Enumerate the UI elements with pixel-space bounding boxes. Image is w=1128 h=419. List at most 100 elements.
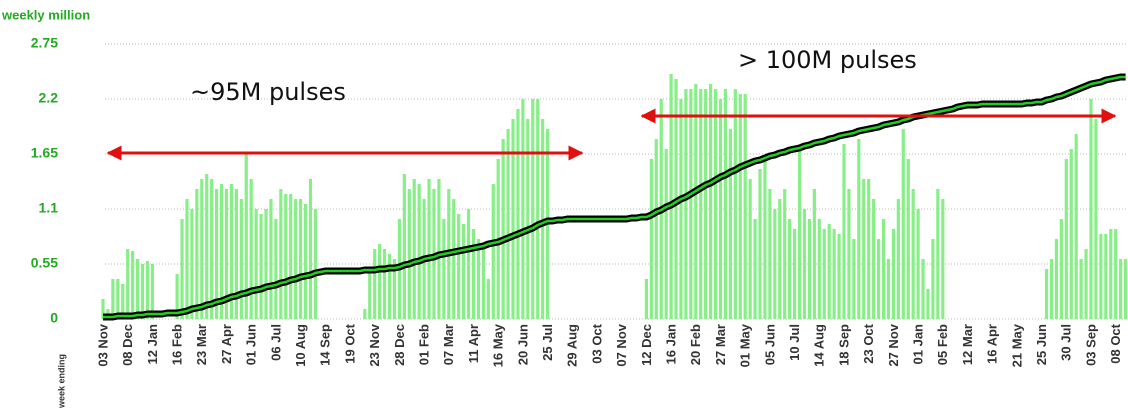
bar <box>501 139 505 319</box>
bar <box>279 189 283 319</box>
bar <box>541 119 545 319</box>
bar <box>190 209 194 319</box>
x-tick-label: 06 Jul <box>268 324 283 361</box>
bar <box>185 199 189 319</box>
x-tick-label: 16 Jan <box>664 324 679 365</box>
bar <box>1123 259 1128 319</box>
bar <box>1109 229 1113 319</box>
x-tick-label: 18 Sep <box>836 324 851 366</box>
x-tick-label: 19 Oct <box>342 323 357 363</box>
bar <box>462 224 466 319</box>
x-tick-label: 01 May <box>738 323 753 367</box>
bar <box>116 279 120 319</box>
bar <box>936 189 940 319</box>
bar <box>308 179 313 319</box>
bar <box>827 224 831 319</box>
bar <box>175 274 179 319</box>
x-tick-label: 01 Feb <box>417 324 432 365</box>
bar <box>728 129 732 319</box>
bar <box>126 249 130 319</box>
y-tick-label: 2.2 <box>39 90 59 106</box>
bar <box>1079 259 1083 319</box>
bar <box>872 199 876 319</box>
bar <box>466 209 471 319</box>
bar <box>694 84 698 319</box>
x-tick-label: 01 Jan <box>911 324 926 365</box>
bar <box>842 144 846 319</box>
bar <box>788 219 792 319</box>
x-tick-label: 25 Jul <box>540 324 555 361</box>
bar <box>437 179 441 319</box>
bar <box>931 239 935 319</box>
x-tick-label: 16 May <box>491 323 506 367</box>
bar <box>452 199 456 319</box>
bar <box>481 244 485 319</box>
x-tick-label: 05 Jun <box>762 324 777 365</box>
bar <box>476 239 481 319</box>
bar <box>713 89 718 319</box>
x-tick-label: 21 May <box>1009 323 1024 367</box>
bar <box>526 119 530 319</box>
bar <box>407 189 411 319</box>
bar <box>738 94 742 319</box>
bar <box>131 251 135 319</box>
bar <box>244 154 248 319</box>
bar <box>299 199 303 319</box>
bar <box>723 89 728 319</box>
y-tick-label: 0.55 <box>31 255 58 271</box>
bar <box>427 179 431 319</box>
bar <box>121 284 125 319</box>
x-tick-label: 01 Jun <box>244 324 259 365</box>
bar <box>259 214 263 319</box>
bar <box>886 259 891 319</box>
bar <box>1104 234 1108 319</box>
line <box>103 75 1126 319</box>
bar <box>733 89 737 319</box>
bar <box>704 89 708 319</box>
bar <box>294 199 298 319</box>
bar <box>644 279 648 319</box>
bar <box>234 189 238 319</box>
bar <box>758 169 762 319</box>
x-tick-label: 29 Aug <box>565 324 580 367</box>
bar <box>140 264 145 319</box>
x-axis-label: week ending <box>56 354 66 409</box>
x-tick-label: 08 Oct <box>1108 323 1123 363</box>
y-axis-label: weekly million <box>1 7 90 22</box>
bar <box>417 184 421 319</box>
bar <box>392 259 397 319</box>
bar <box>1084 249 1088 319</box>
bar <box>753 219 757 319</box>
x-tick-label: 12 Dec <box>639 324 654 366</box>
bar <box>303 204 308 319</box>
bar <box>1069 149 1073 319</box>
grid <box>105 43 1128 320</box>
annotation: ~95M pulses <box>190 78 346 106</box>
x-tick-label: 12 Mar <box>960 324 975 365</box>
bar <box>402 174 406 319</box>
bar <box>773 209 777 319</box>
bar <box>867 179 871 319</box>
bar <box>862 179 866 319</box>
bar <box>669 74 673 319</box>
bar <box>387 254 392 319</box>
bar <box>1054 239 1059 319</box>
x-tick-label: 28 Dec <box>392 324 407 366</box>
x-tick-label: 25 Jun <box>1034 324 1049 365</box>
bar <box>1114 229 1118 319</box>
bar <box>239 199 243 319</box>
x-tick-label: 11 Apr <box>466 324 481 363</box>
x-tick-label: 20 Jun <box>515 324 530 365</box>
x-tick-label: 10 Jul <box>787 324 802 361</box>
bar <box>679 99 683 319</box>
bar <box>763 159 767 319</box>
bar <box>847 189 851 319</box>
bar <box>718 99 723 319</box>
bar <box>921 259 925 319</box>
bar <box>205 174 209 319</box>
x-tick-label: 23 Oct <box>861 323 876 363</box>
bar <box>896 199 900 319</box>
bar <box>457 214 461 319</box>
bar <box>926 289 930 319</box>
